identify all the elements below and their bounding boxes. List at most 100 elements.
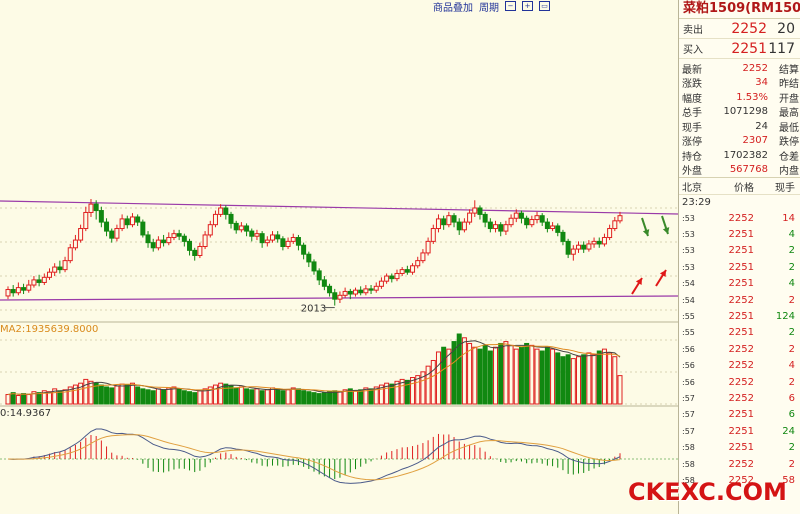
candle-body: [295, 237, 301, 246]
tick-time: :53: [682, 213, 695, 223]
volume-bar: [83, 378, 89, 405]
volume-bar: [591, 354, 597, 405]
volume-bar: [529, 344, 535, 405]
volume-bar: [259, 390, 265, 405]
volume-bar: [301, 390, 307, 405]
candle-body: [161, 239, 167, 244]
volume-bar: [129, 382, 135, 405]
tick-price: 2252: [728, 458, 754, 470]
volume-bar: [420, 371, 426, 405]
volume-bar: [187, 391, 193, 405]
stat-value: 1702382: [723, 149, 768, 161]
candle-body: [327, 285, 333, 294]
ticks-location: 北京: [682, 182, 702, 194]
stat-row: 最新 2252 结算: [679, 61, 800, 76]
stat-label-secondary: 仓差: [779, 151, 799, 163]
tick-price: 2251: [728, 425, 754, 437]
volume-bar: [363, 387, 369, 405]
volume-bar: [513, 348, 519, 405]
candle-body: [135, 216, 141, 223]
volume-bar: [544, 346, 550, 405]
candle-body: [518, 212, 524, 219]
zoom-out-icon[interactable]: −: [505, 1, 516, 11]
candle-body: [197, 246, 203, 256]
candle-body: [124, 218, 130, 226]
candle-body: [472, 207, 478, 214]
candle-body: [223, 207, 229, 215]
chart-toolbar: 商品叠加 周期 − + ▭: [433, 0, 550, 14]
volume-bar: [181, 390, 187, 405]
tick-volume: 2: [788, 245, 795, 257]
candle-body: [446, 215, 452, 226]
candle-body: [482, 213, 488, 223]
tick-row: :56 2252 2: [679, 374, 800, 390]
volume-bar: [560, 356, 566, 405]
stat-label-secondary: 昨结: [779, 79, 799, 91]
tick-price: 2252: [728, 343, 754, 355]
candle-body: [264, 239, 270, 244]
volume-bar: [493, 346, 499, 405]
macd-dif-line: [7, 428, 621, 484]
volume-bar: [72, 384, 78, 405]
candle-body: [15, 287, 21, 294]
candle-body: [337, 294, 343, 300]
kline-chart-svg[interactable]: 2013: [0, 0, 678, 514]
candle-body: [399, 269, 405, 274]
candle-body: [5, 289, 11, 297]
candle-body: [617, 215, 623, 222]
volume-bar: [565, 354, 571, 405]
candle-body: [140, 221, 146, 236]
volume-bar: [119, 383, 125, 405]
ticks-list[interactable]: :53 2252 14:53 2251 4:53 2251 2:53 2251 2:54 2251…: [679, 210, 800, 489]
stat-label-secondary: 最高: [779, 108, 799, 120]
tick-volume: 14: [782, 212, 795, 224]
tick-price: 2252: [728, 360, 754, 372]
volume-ma-line: [7, 343, 621, 395]
candle-body: [202, 234, 208, 248]
stat-row: 外盘 567768 内盘: [679, 163, 800, 177]
volume-bar: [254, 388, 260, 405]
candle-body: [560, 231, 566, 242]
tick-volume: 2: [788, 327, 795, 339]
volume-bar: [52, 388, 58, 405]
tick-price: 2252: [728, 294, 754, 306]
candle-body: [513, 212, 519, 219]
overlay-commodity-button[interactable]: 商品叠加: [433, 2, 473, 14]
candle-body: [601, 237, 607, 245]
tick-volume: 6: [788, 392, 795, 404]
stat-value: 2307: [742, 135, 768, 147]
zoom-in-icon[interactable]: +: [522, 1, 533, 11]
tick-row: :57 2251 24: [679, 423, 800, 439]
candle-body: [576, 244, 582, 250]
candle-body: [332, 292, 338, 300]
candle-body: [150, 242, 156, 249]
candle-body: [451, 215, 457, 223]
candle-body: [550, 225, 556, 230]
volume-bar: [576, 356, 582, 405]
volume-bar: [321, 392, 327, 405]
volume-bar: [586, 352, 592, 405]
period-button[interactable]: 周期: [479, 2, 499, 14]
buy-volume: 117: [768, 40, 795, 57]
buy-price: 2251: [731, 40, 767, 57]
stat-row: 总手 1071298 最高: [679, 105, 800, 120]
volume-bar: [114, 385, 120, 405]
candle-body: [218, 207, 224, 215]
stat-value: 1071298: [723, 106, 768, 118]
candle-body: [358, 289, 364, 294]
volume-bar: [161, 389, 167, 405]
tick-row: :54 2251 4: [679, 276, 800, 292]
tick-time: :53: [682, 230, 695, 240]
kline-chart-area[interactable]: 2013 商品叠加 周期 − + ▭ MA2:1935639.8000 0:14…: [0, 0, 678, 514]
candle-body: [72, 239, 78, 249]
volume-bar: [124, 384, 130, 405]
candle-body: [46, 271, 52, 278]
candle-body: [254, 233, 260, 237]
volume-bar: [373, 386, 379, 405]
volume-bar: [503, 341, 509, 405]
volume-bar: [46, 391, 52, 405]
layout-icon[interactable]: ▭: [539, 1, 550, 11]
tick-volume: 4: [788, 360, 795, 372]
candle-body: [187, 240, 193, 251]
candle-body: [31, 279, 37, 286]
